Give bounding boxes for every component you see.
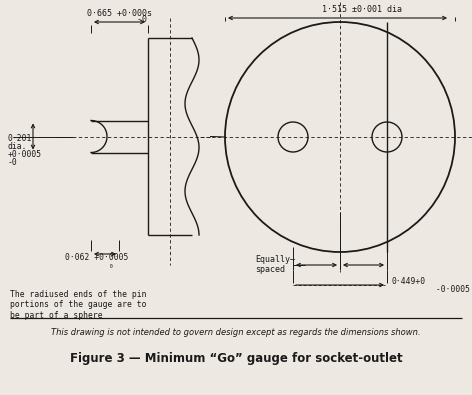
Text: 0·062 +0·0005: 0·062 +0·0005: [65, 254, 128, 263]
Text: -0·0005: -0·0005: [392, 286, 470, 295]
Text: 0·201: 0·201: [8, 134, 33, 143]
Text: 0·665 +0·000s: 0·665 +0·000s: [87, 9, 152, 17]
Text: ₀: ₀: [65, 261, 114, 271]
Text: spaced: spaced: [255, 265, 285, 273]
Text: 0·449+0: 0·449+0: [392, 276, 426, 286]
Text: +0·0005: +0·0005: [8, 150, 42, 159]
Text: The radiused ends of the pin
portions of the gauge are to
be part of a sphere: The radiused ends of the pin portions of…: [10, 290, 146, 320]
Text: This drawing is not intended to govern design except as regards the dimensions s: This drawing is not intended to govern d…: [51, 328, 421, 337]
Text: Equally—: Equally—: [255, 256, 295, 265]
Text: -0: -0: [8, 158, 18, 167]
Text: 1·515 ±0·001 dia: 1·515 ±0·001 dia: [322, 6, 402, 15]
Text: -0: -0: [92, 15, 147, 24]
Text: dia.: dia.: [8, 142, 27, 151]
Text: Figure 3 — Minimum “Go” gauge for socket-outlet: Figure 3 — Minimum “Go” gauge for socket…: [70, 352, 402, 365]
